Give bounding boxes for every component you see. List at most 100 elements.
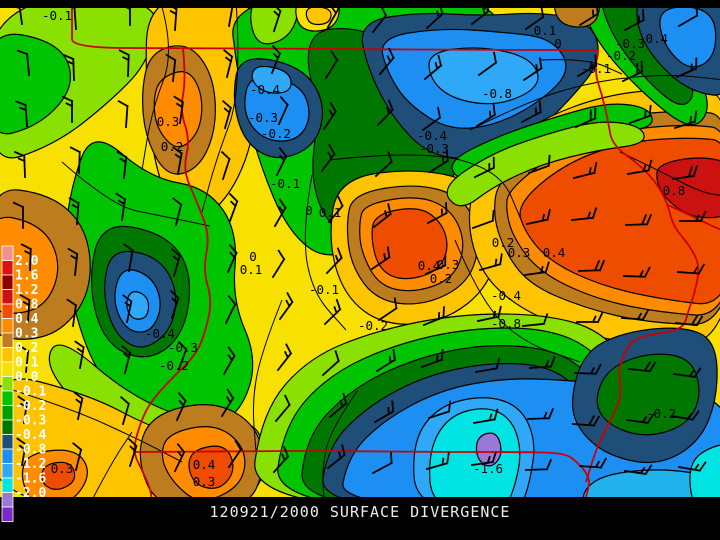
wind-barb bbox=[578, 8, 600, 27]
contour-label: 0.3 bbox=[51, 461, 74, 476]
contour-regions bbox=[0, 8, 720, 497]
wind-barb bbox=[169, 289, 180, 320]
wind-barb bbox=[220, 150, 231, 181]
wind-barb bbox=[228, 192, 239, 223]
wind-barb bbox=[621, 309, 650, 321]
wind-barb bbox=[677, 8, 699, 28]
wind-barb bbox=[125, 8, 132, 26]
legend-value: -0.8 bbox=[15, 443, 46, 458]
wind-barb bbox=[677, 461, 707, 472]
legend-swatch bbox=[1, 376, 14, 392]
wind-barb bbox=[272, 446, 290, 474]
wind-barb bbox=[118, 49, 130, 77]
legend-swatch bbox=[1, 245, 14, 261]
wind-barb bbox=[571, 207, 598, 221]
wind-barb bbox=[421, 106, 442, 132]
wind-barb bbox=[324, 50, 339, 80]
contour-label: 0.3 bbox=[157, 114, 180, 129]
wind-barb bbox=[574, 363, 602, 375]
wind-barb bbox=[327, 195, 344, 224]
wind-barb bbox=[278, 292, 294, 321]
wind-barb bbox=[321, 350, 340, 377]
wind-barb bbox=[470, 451, 497, 467]
legend-swatch bbox=[1, 448, 14, 464]
wind-barb bbox=[672, 367, 702, 379]
wind-barb bbox=[423, 54, 443, 81]
contour-label: 0 bbox=[554, 36, 562, 51]
wind-barb bbox=[425, 8, 444, 30]
contour-label: 0.4 bbox=[193, 457, 216, 472]
wind-barb bbox=[72, 442, 83, 472]
wind-barb bbox=[273, 198, 287, 228]
wind-barb bbox=[525, 458, 553, 471]
wind-barb bbox=[272, 8, 282, 33]
wind-barb bbox=[422, 306, 445, 327]
wind-barb bbox=[576, 54, 598, 78]
wind-barb bbox=[221, 99, 233, 130]
wind-barb bbox=[579, 457, 608, 469]
wind-barb bbox=[175, 391, 187, 422]
legend-value: 0.0 bbox=[15, 370, 39, 385]
wind-barb bbox=[522, 57, 543, 82]
wind-barb bbox=[623, 9, 645, 32]
legend-value: -0.3 bbox=[15, 414, 46, 429]
wind-barb bbox=[326, 8, 340, 29]
wind-barb bbox=[67, 247, 79, 276]
contour-label: 0.8 bbox=[663, 183, 686, 198]
wind-barb bbox=[19, 293, 31, 322]
wind-barb bbox=[224, 295, 237, 325]
contour-label: 0.1 bbox=[534, 23, 557, 38]
legend-value: 1.6 bbox=[15, 269, 39, 284]
contour-label: -0.3 bbox=[248, 110, 278, 125]
wind-barb bbox=[426, 202, 448, 225]
legend-swatch bbox=[1, 274, 14, 290]
wind-barb bbox=[115, 192, 127, 222]
wind-barb bbox=[428, 149, 450, 174]
contour-label: 0.1 bbox=[240, 262, 263, 277]
legend-value: 0.4 bbox=[15, 312, 39, 327]
wind-barb bbox=[670, 410, 700, 421]
wind-barb bbox=[625, 213, 653, 226]
wind-barb bbox=[275, 147, 288, 177]
wind-barb bbox=[626, 159, 653, 176]
wind-barb bbox=[677, 263, 706, 275]
wind-barb bbox=[377, 297, 398, 322]
contour-label: -0.3 bbox=[168, 340, 198, 355]
wind-barb bbox=[378, 47, 395, 76]
wind-barb bbox=[116, 150, 128, 179]
contour-label: -0.1 bbox=[309, 282, 339, 297]
contour-label: -0.2 bbox=[261, 126, 291, 141]
legend-swatch bbox=[1, 260, 14, 276]
wind-barb bbox=[578, 259, 606, 272]
wind-barb bbox=[623, 266, 651, 278]
wind-barb bbox=[625, 413, 655, 425]
wind-barb bbox=[117, 99, 129, 128]
wind-barb bbox=[427, 400, 452, 420]
contour-label: -1.6 bbox=[473, 461, 503, 476]
legend-value: -0.1 bbox=[15, 385, 46, 400]
wind-barb bbox=[425, 452, 450, 471]
contour-label: -0.2 bbox=[646, 406, 676, 421]
wind-barb bbox=[373, 400, 395, 424]
contour-label: -0.4 bbox=[638, 31, 668, 46]
wind-barb bbox=[476, 305, 502, 323]
wind-barb bbox=[675, 57, 698, 79]
legend-value: 0.1 bbox=[15, 356, 39, 371]
contour-label: 0.2 bbox=[492, 235, 515, 250]
wind-barb bbox=[68, 196, 80, 225]
contour-label: -0.3 bbox=[615, 36, 645, 51]
wind-barb bbox=[375, 348, 397, 373]
wind-barb bbox=[271, 249, 286, 279]
contour-label: 0.4 bbox=[543, 245, 566, 260]
legend-value: 2.0 bbox=[15, 254, 39, 269]
wind-barb bbox=[572, 162, 598, 180]
contour-label: 0.2 bbox=[161, 139, 184, 154]
wind-barb bbox=[470, 8, 490, 26]
contour-label: -0.8 bbox=[482, 86, 512, 101]
wind-barb bbox=[328, 392, 348, 419]
legend-swatch bbox=[1, 361, 14, 377]
contour-label: -0.1 bbox=[270, 176, 300, 191]
contour-lines bbox=[0, 8, 720, 497]
legend-value: -0.4 bbox=[15, 428, 46, 443]
wind-barb bbox=[62, 53, 75, 81]
